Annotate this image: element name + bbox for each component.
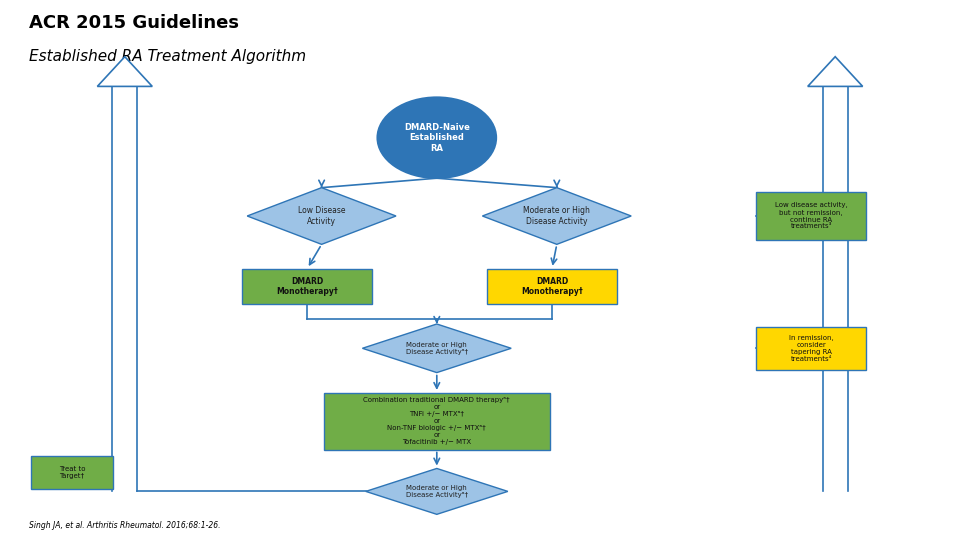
- FancyBboxPatch shape: [487, 269, 616, 303]
- Text: Low Disease
Activity: Low Disease Activity: [298, 206, 346, 226]
- Text: Combination traditional DMARD therapyᵃ†
or
TNFi +/− MTXᵃ†
or
Non-TNF biologic +/: Combination traditional DMARD therapyᵃ† …: [364, 397, 510, 445]
- Text: Established RA Treatment Algorithm: Established RA Treatment Algorithm: [29, 49, 306, 64]
- Text: Treat to
Target†: Treat to Target†: [59, 466, 85, 479]
- FancyBboxPatch shape: [756, 192, 866, 240]
- Text: DMARD
Monotherapy†: DMARD Monotherapy†: [276, 276, 338, 296]
- Polygon shape: [366, 468, 508, 514]
- Text: Moderate or High
Disease Activityᵃ†: Moderate or High Disease Activityᵃ†: [406, 342, 468, 355]
- FancyBboxPatch shape: [242, 269, 372, 303]
- Text: ACR 2015 Guidelines: ACR 2015 Guidelines: [29, 14, 239, 31]
- Polygon shape: [97, 57, 153, 86]
- Text: Singh JA, et al. Arthritis Rheumatol. 2016;68:1-26.: Singh JA, et al. Arthritis Rheumatol. 20…: [29, 521, 220, 530]
- Text: In remission,
consider
tapering RA
treatments⁴: In remission, consider tapering RA treat…: [789, 335, 833, 362]
- Text: DMARD-Naive
Established
RA: DMARD-Naive Established RA: [404, 123, 469, 153]
- Text: Low disease activity,
but not remission,
continue RA
treatments³: Low disease activity, but not remission,…: [775, 202, 848, 230]
- Polygon shape: [482, 188, 632, 244]
- Polygon shape: [807, 57, 863, 86]
- Text: Moderate or High
Disease Activityᵃ†: Moderate or High Disease Activityᵃ†: [406, 485, 468, 498]
- Polygon shape: [362, 324, 511, 373]
- Ellipse shape: [377, 97, 496, 178]
- FancyBboxPatch shape: [324, 393, 549, 449]
- FancyBboxPatch shape: [31, 456, 113, 489]
- Polygon shape: [248, 188, 396, 244]
- FancyBboxPatch shape: [756, 327, 866, 370]
- Text: DMARD
Monotherapy†: DMARD Monotherapy†: [521, 276, 583, 296]
- Text: Moderate or High
Disease Activity: Moderate or High Disease Activity: [523, 206, 590, 226]
